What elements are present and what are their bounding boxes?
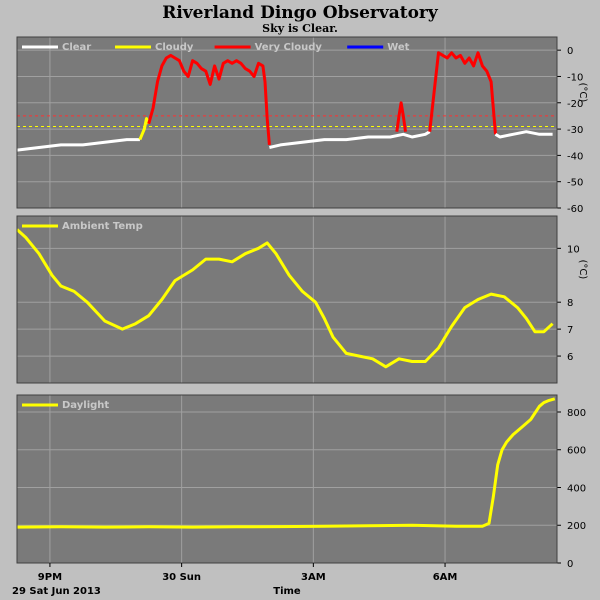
- sky-series-very-cloudy: [428, 51, 497, 135]
- y-tick-label: 200: [567, 521, 586, 532]
- y-tick-label: -30: [567, 125, 583, 136]
- plot-border: [16, 36, 558, 209]
- y-tick-label: -50: [567, 178, 583, 189]
- plot-border: [16, 215, 558, 384]
- series-line-daylight: [16, 397, 556, 529]
- sky-series-clear: [269, 130, 431, 149]
- legend-label: Cloudy: [155, 42, 194, 53]
- sky-series-very-cloudy: [395, 101, 407, 132]
- y-tick-label: -10: [567, 72, 583, 83]
- y-tick-label: 800: [567, 408, 586, 419]
- legend-label: Daylight: [62, 400, 109, 411]
- y-tick-label: 7: [567, 325, 573, 336]
- sky-panel: 0 -10 -20 -30 -40 -50 -60 (°C) Clear Cloudy Very C…: [16, 36, 588, 215]
- y-tick-label: 400: [567, 483, 586, 494]
- plot-area: [17, 395, 557, 563]
- sky-series-very-cloudy: [147, 53, 271, 146]
- y-tick-label: -60: [567, 204, 583, 215]
- x-tick-label: 9PM: [38, 572, 62, 583]
- time-axis: 9PM 30 Sun 3AM 6AM: [38, 563, 458, 583]
- sky-series-cloudy: [138, 117, 151, 141]
- chart-title: Riverland Dingo Observatory: [162, 3, 439, 23]
- legend-label: Ambient Temp: [62, 221, 143, 232]
- series-line-ambient: [15, 228, 554, 369]
- y-tick-label: 0: [567, 559, 573, 570]
- y-tick-label: 600: [567, 446, 586, 457]
- x-axis-title: Time: [273, 586, 301, 597]
- plot-border: [16, 394, 558, 564]
- y-tick-label: -20: [567, 99, 583, 110]
- ambient-panel: 6 7 8 10 (°C) Ambient Temp: [15, 215, 588, 384]
- x-tick-label: 30 Sun: [162, 572, 201, 583]
- date-label: 29 Sat Jun 2013: [12, 586, 101, 597]
- sky-series-clear: [16, 138, 140, 152]
- plot-area: [17, 216, 557, 383]
- y-tick-label: 10: [567, 244, 580, 255]
- legend-label: Clear: [62, 42, 91, 53]
- y-tick-label: -40: [567, 151, 583, 162]
- x-tick-label: 6AM: [433, 572, 458, 583]
- sky-series-clear: [494, 130, 553, 139]
- plot-area: [17, 37, 557, 208]
- y-tick-label: 0: [567, 46, 573, 57]
- x-tick-label: 3AM: [301, 572, 326, 583]
- chart-subtitle: Sky is Clear.: [262, 22, 338, 35]
- daylight-panel: 0 200 400 600 800 Daylight: [16, 394, 586, 570]
- y-axis-unit: (°C): [577, 260, 588, 280]
- y-tick-label: 8: [567, 298, 573, 309]
- legend-label: Very Cloudy: [255, 42, 323, 53]
- legend-label: Wet: [387, 42, 409, 53]
- y-tick-label: 6: [567, 352, 573, 363]
- y-axis-unit: (°C): [577, 83, 588, 103]
